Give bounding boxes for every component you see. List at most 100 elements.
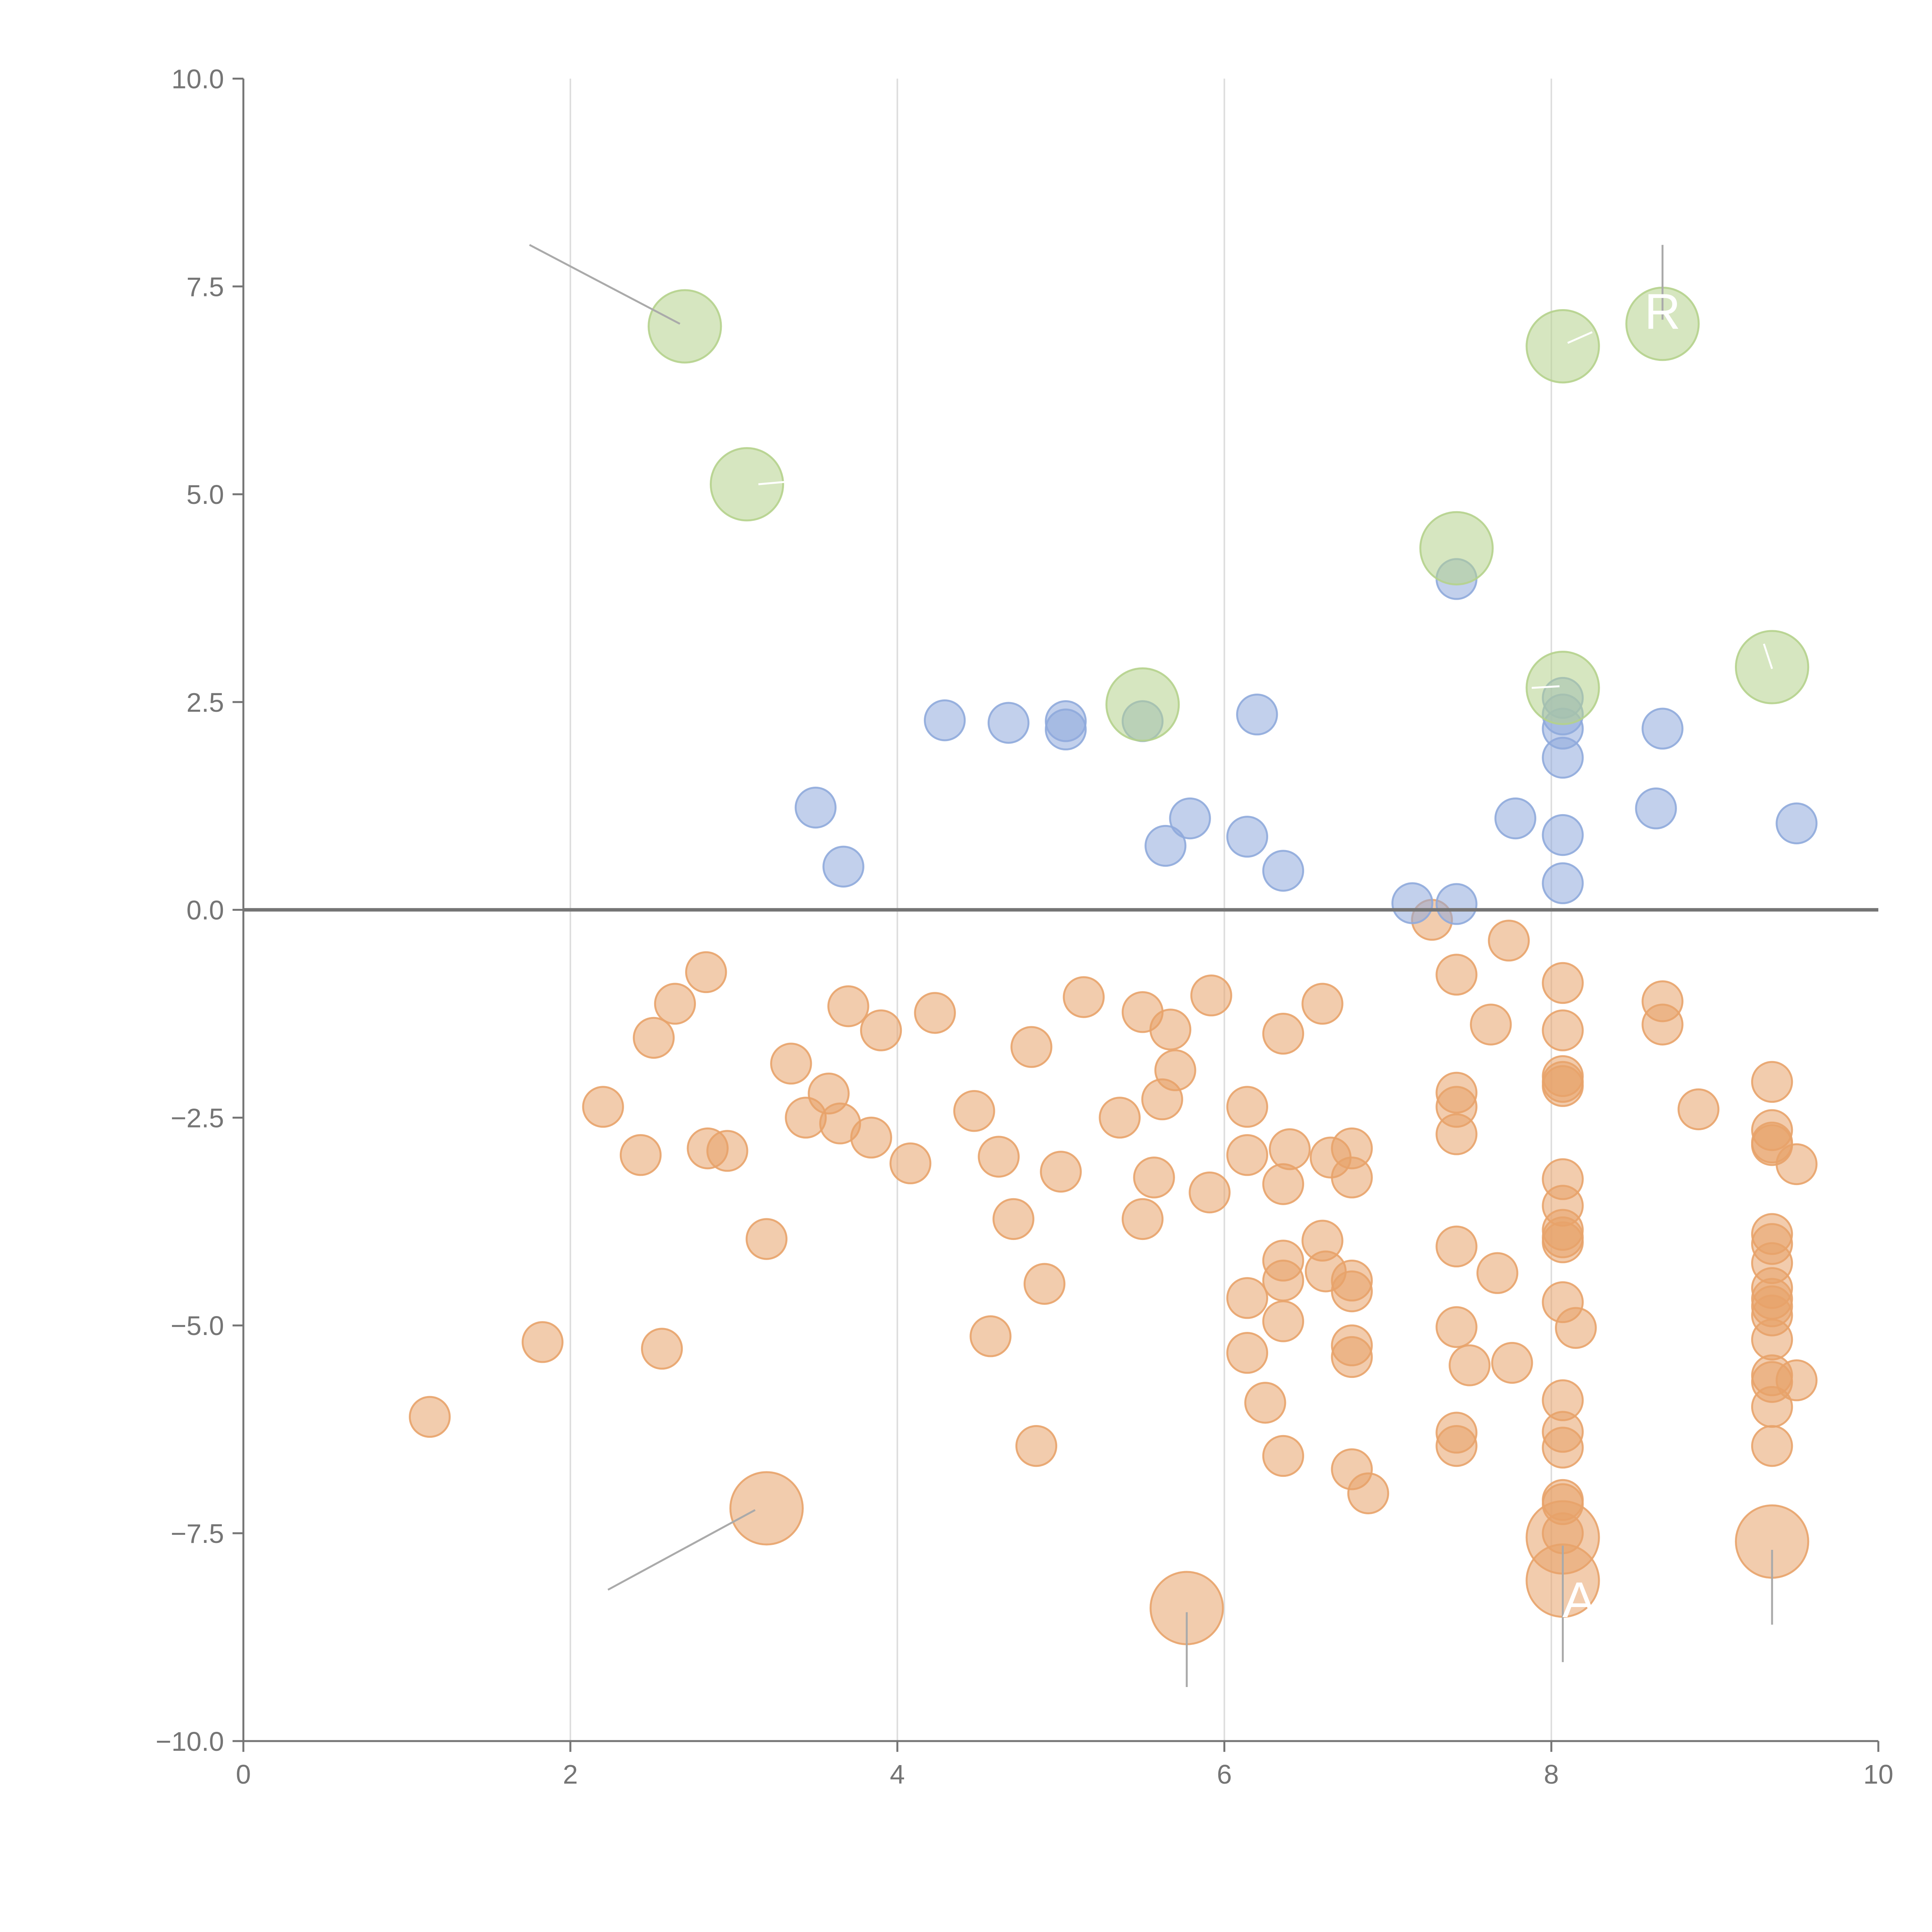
point-orange-25: [1015, 1425, 1058, 1467]
y-tick-label: −2.5: [171, 1103, 224, 1133]
point-orange-50: [1301, 983, 1344, 1025]
point-orange-41: [1226, 1332, 1269, 1374]
point-orange-39: [1226, 1134, 1269, 1176]
point-blue-0: [794, 786, 837, 829]
point-orange-26: [1023, 1263, 1066, 1305]
x-tick-label: 10: [1863, 1759, 1893, 1789]
point-orange-80: [1542, 1065, 1584, 1107]
point-orange-68: [1435, 1306, 1478, 1348]
point-orange-17: [860, 1009, 902, 1051]
point-orange-0: [409, 1396, 451, 1438]
point-blue-12: [1391, 882, 1434, 924]
point-orange-72: [1470, 1003, 1512, 1046]
leader-line-7: [1567, 331, 1593, 344]
point-orange-49: [1269, 1128, 1311, 1170]
point-orange-43: [1262, 1012, 1304, 1055]
y-tick-label: 2.5: [187, 687, 224, 718]
point-green-2: [1105, 667, 1180, 742]
point-orange-21: [969, 1315, 1012, 1357]
annotation-label: R: [1645, 283, 1681, 340]
point-orange-42: [1244, 1382, 1286, 1424]
point-blue-1: [822, 845, 864, 888]
y-tick-label: −10.0: [156, 1726, 224, 1757]
x-tick-label: 0: [236, 1759, 251, 1789]
point-orange-37: [1190, 975, 1232, 1017]
point-orange-114: [1776, 1359, 1818, 1401]
point-orange-89: [1542, 1427, 1584, 1469]
point-orange-75: [1491, 1342, 1533, 1384]
point-orange-112: [1751, 1425, 1793, 1467]
point-blue-24: [1776, 802, 1818, 845]
point-orange-73: [1476, 1252, 1519, 1294]
y-tick-label: 0.0: [187, 895, 224, 925]
point-green-4: [1526, 309, 1600, 384]
point-orange-19: [914, 992, 956, 1034]
point-blue-23: [1641, 707, 1684, 750]
point-blue-11: [1262, 850, 1304, 892]
point-orange-7: [685, 951, 727, 993]
y-tick-label: −7.5: [171, 1519, 224, 1549]
point-orange-15: [827, 985, 869, 1027]
point-orange-2: [582, 1086, 624, 1128]
leader-line-0: [529, 244, 680, 325]
point-orange-5: [641, 1328, 683, 1370]
point-blue-9: [1226, 816, 1269, 858]
point-blue-13: [1435, 883, 1478, 925]
point-orange-85: [1542, 1221, 1584, 1264]
leader-line-1: [607, 1509, 756, 1591]
point-orange-96: [1677, 1088, 1719, 1131]
leader-layer: [529, 244, 1773, 1687]
y-tick-label: 7.5: [187, 272, 224, 302]
axes-layer: 0 2 4 6 8 10 −10.0 −7.5 −5.0 −2.5 0.0 2.5 5.0 7.5 10.0: [156, 64, 1893, 1789]
point-orange-38: [1226, 1086, 1269, 1128]
point-orange-108: [1751, 1318, 1793, 1361]
point-orange-66: [1435, 1113, 1478, 1155]
x-tick-label: 4: [890, 1759, 905, 1789]
point-orange-1: [521, 1321, 564, 1363]
leader-line-9: [1763, 643, 1773, 669]
point-orange-95: [1641, 1003, 1684, 1046]
leader-line-8: [1531, 685, 1560, 689]
x-tick-label: 2: [563, 1759, 578, 1789]
point-orange-24: [1010, 1026, 1053, 1068]
point-blue-22: [1635, 787, 1677, 830]
point-orange-97: [1751, 1061, 1793, 1103]
point-orange-22: [978, 1136, 1020, 1178]
point-orange-11: [770, 1043, 812, 1085]
point-blue-2: [923, 699, 966, 742]
point-orange-55: [1331, 1156, 1373, 1199]
point-orange-3: [619, 1134, 662, 1176]
point-orange-74: [1488, 920, 1530, 962]
x-tick-label: 8: [1544, 1759, 1559, 1789]
marks-layer: [409, 286, 1818, 1645]
x-tick-label: 6: [1217, 1759, 1232, 1789]
point-orange-46: [1262, 1259, 1304, 1302]
point-orange-47: [1262, 1300, 1304, 1342]
point-blue-16: [1542, 862, 1584, 904]
point-green-5: [1526, 651, 1600, 725]
point-orange-57: [1331, 1270, 1373, 1313]
point-orange-31: [1121, 1198, 1164, 1240]
annotation-layer: RA: [1562, 283, 1680, 1628]
point-orange-large-0: [729, 1471, 804, 1546]
point-blue-17: [1542, 814, 1584, 856]
point-orange-63: [1435, 954, 1478, 996]
point-orange-59: [1331, 1336, 1373, 1378]
point-orange-4: [633, 1017, 675, 1059]
point-blue-5: [1044, 708, 1087, 751]
annotation-label: A: [1562, 1571, 1596, 1628]
point-orange-6: [654, 983, 696, 1025]
point-green-0: [648, 289, 722, 364]
point-orange-44: [1262, 1163, 1304, 1205]
point-orange-76: [1542, 962, 1584, 1004]
point-orange-61: [1347, 1472, 1389, 1514]
point-blue-8: [1169, 797, 1211, 840]
point-blue-15: [1494, 797, 1536, 840]
point-green-1: [709, 447, 784, 522]
y-tick-label: −5.0: [171, 1311, 224, 1341]
point-orange-36: [1189, 1171, 1231, 1214]
y-tick-label: 5.0: [187, 480, 224, 510]
point-orange-93: [1555, 1307, 1597, 1349]
